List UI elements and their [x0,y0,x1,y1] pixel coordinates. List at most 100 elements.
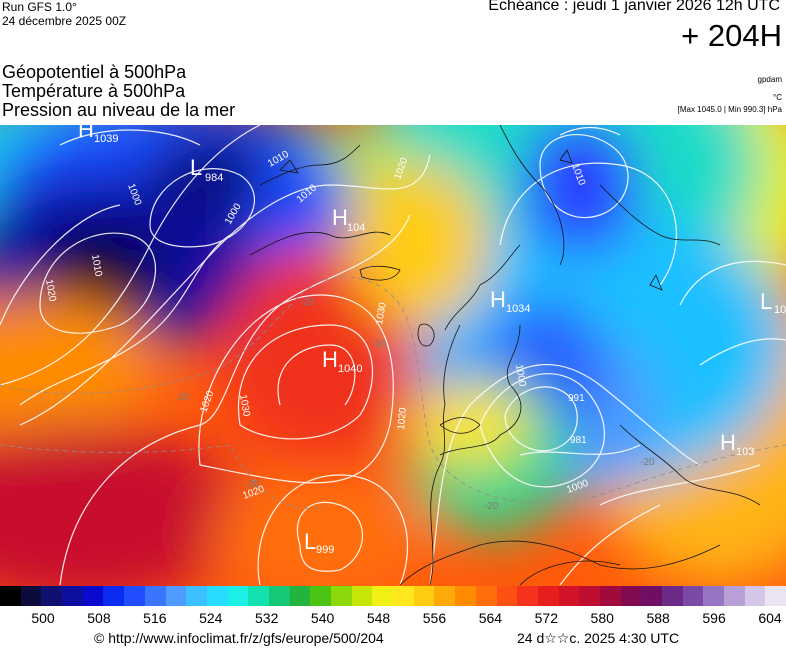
center-high-iceland: H 104 [332,205,365,234]
svg-text:H: H [78,125,94,142]
color-swatch [620,586,642,606]
color-scale-ticks: 500 508 516 524 532 540 548 556 564 572 580 588 596 6… [0,610,786,626]
color-swatch [413,586,435,606]
color-swatch [82,586,104,606]
units-legend: gpdam °C [Max 1045.0 | Min 990.3] hPa [678,74,782,116]
run-model: Run GFS 1.0° [2,0,77,14]
color-swatch [393,586,414,606]
color-swatch [517,586,538,606]
color-swatch [765,586,786,606]
center-low-denmark-strait: L 984 [190,155,223,184]
scale-tick-label: 572 [534,610,558,626]
scale-tick-label: 556 [422,610,447,626]
color-swatch [310,586,331,606]
generated-time: 24 d☆☆c. 2025 4:30 UTC [517,630,680,646]
svg-text:H: H [332,205,348,230]
title-temperature: Température à 500hPa [2,81,186,101]
geopotential-field [0,125,786,586]
svg-text:-20: -20 [245,479,260,490]
color-swatch [62,586,83,606]
color-swatch [41,586,63,606]
scale-tick-label: 532 [255,610,279,626]
copyright-link[interactable]: © http://www.infoclimat.fr/z/gfs/europe/… [94,630,384,646]
svg-text:H: H [490,287,506,312]
color-swatch [744,586,766,606]
svg-text:104: 104 [347,222,365,234]
color-swatch [0,586,21,606]
title-geopotential: Géopotentiel à 500hPa [2,62,187,82]
svg-text:H: H [720,430,736,455]
color-swatch [206,586,228,606]
scale-tick-label: 548 [366,610,391,626]
title-pressure: Pression au niveau de la mer [2,100,236,120]
color-swatch [186,586,207,606]
svg-text:1030: 1030 [237,394,252,418]
color-swatch [703,586,725,606]
color-swatch [372,586,394,606]
svg-text:1020: 1020 [43,279,58,303]
svg-text:999: 999 [316,544,334,556]
color-swatch [351,586,373,606]
svg-text:-20: -20 [175,392,190,403]
color-swatch [641,586,662,606]
color-swatch [434,586,456,606]
center-low-azores: L 999 [304,529,334,556]
scale-tick-label: 580 [590,610,614,626]
center-high-greenland-w: H 1039 [78,125,118,145]
svg-text:-20: -20 [300,297,315,308]
color-scale-bar [0,586,786,606]
color-swatch [124,586,145,606]
center-high-atlantic: H 1040 [322,347,362,375]
color-swatch [103,586,125,606]
run-date: 24 décembre 2025 00Z [2,14,127,28]
scale-tick-label: 524 [199,610,223,626]
isobar-labels: 1020 1010 1000 1000 1010 1020 1030 1030 … [43,149,590,502]
color-swatch [662,586,683,606]
svg-text:H: H [322,347,338,372]
svg-text:103: 103 [736,446,754,458]
svg-text:10: 10 [774,304,786,316]
color-swatch [724,586,745,606]
scale-tick-label: 604 [758,610,782,626]
color-swatch [475,586,497,606]
svg-text:L: L [190,155,202,180]
scale-tick-label: 500 [31,610,55,626]
svg-text:-20: -20 [372,339,387,350]
valid-time: Echéance : jeudi 1 janvier 2026 12h UTC [488,0,780,14]
color-swatch [289,586,311,606]
scale-tick-label: 540 [310,610,335,626]
color-swatch [268,586,290,606]
scale-tick-label: 588 [646,610,670,626]
scale-tick-label: 516 [143,610,167,626]
color-swatch [579,586,600,606]
temperature-isotherms [0,276,786,509]
isobars [0,125,786,586]
svg-text:1039: 1039 [94,133,118,145]
svg-text:-20: -20 [484,501,499,512]
center-high-east: H 103 [720,430,754,458]
color-swatch [20,586,42,606]
scale-tick-label: 508 [87,610,111,626]
color-swatch [537,586,559,606]
color-swatch [248,586,269,606]
unit-geopotential: gpdam [757,75,782,84]
color-swatch [455,586,476,606]
color-swatch [165,586,187,606]
svg-text:L: L [304,529,316,554]
map-svg: H 1039 L 984 H 104 H 1034 H 1040 L 999 H 103 L1… [0,125,786,586]
forecast-lead: + 204H [681,18,782,53]
svg-text:-20: -20 [640,457,655,468]
svg-text:1000: 1000 [513,364,528,388]
color-swatch [682,586,704,606]
color-swatch [496,586,518,606]
pressure-range: [Max 1045.0 | Min 990.3] hPa [677,105,782,114]
run-info: Run GFS 1.0° 24 décembre 2025 00Z [2,0,126,28]
svg-text:981: 981 [570,435,587,446]
center-low-east: L 10 [760,289,786,316]
chart-titles: Géopotentiel à 500hPa Température à 500h… [2,63,235,120]
unit-temperature: °C [773,93,782,102]
color-swatch [331,586,352,606]
coastlines [249,125,761,586]
svg-text:1010: 1010 [89,254,104,278]
